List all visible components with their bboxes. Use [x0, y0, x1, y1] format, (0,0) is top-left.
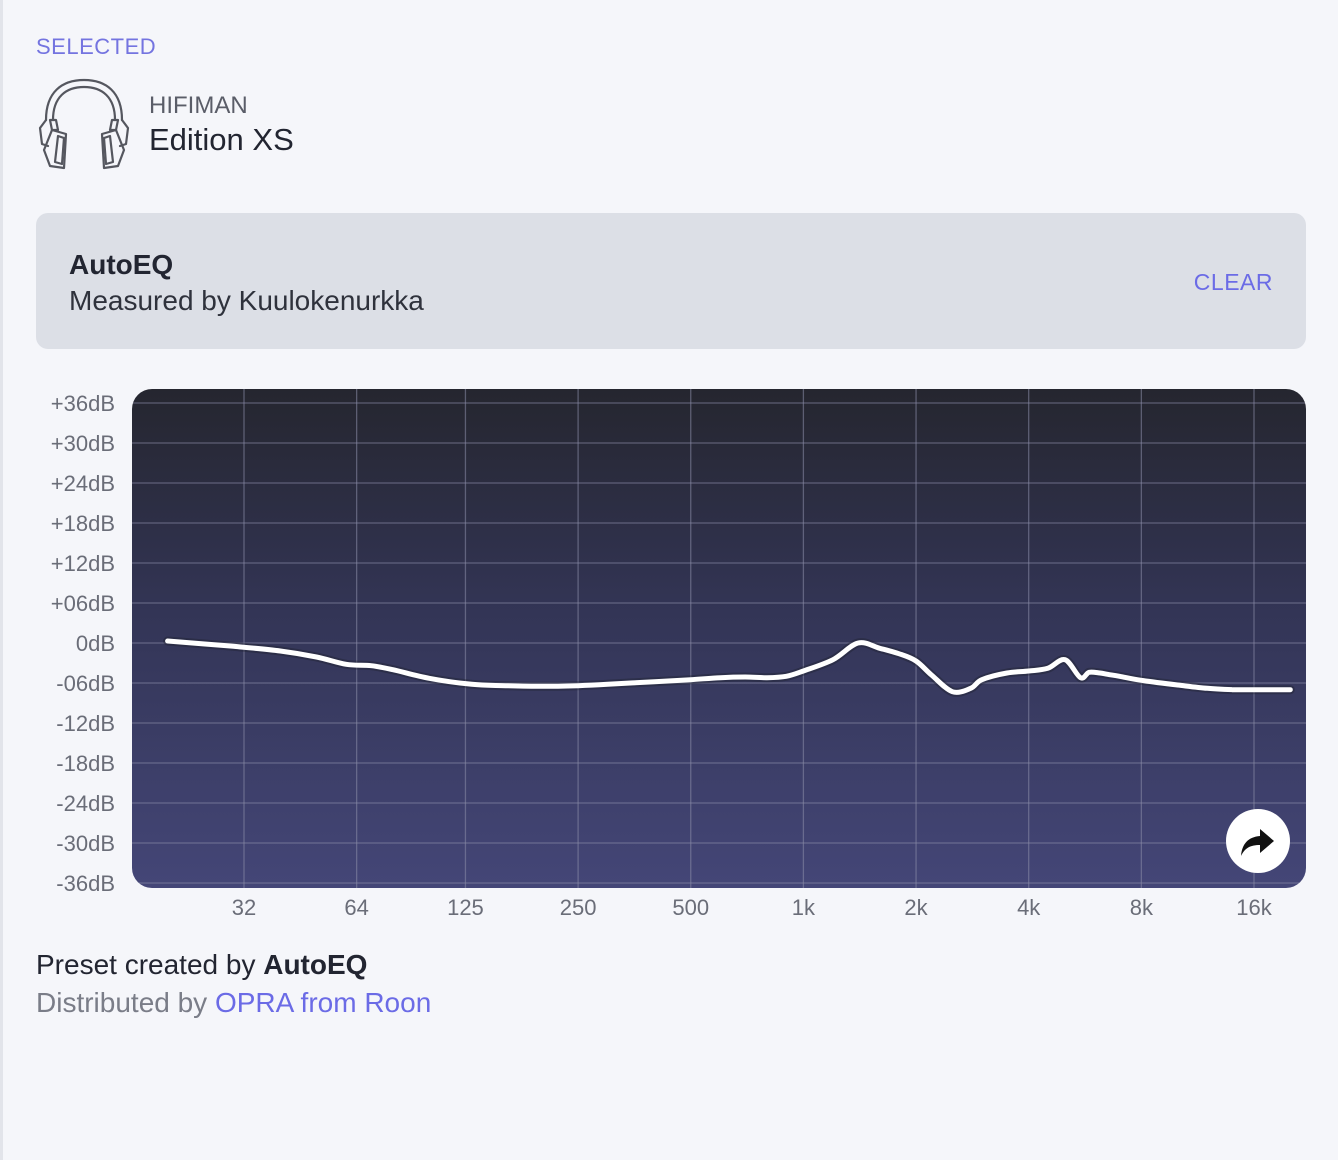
chart-plot-area: [132, 389, 1306, 888]
x-tick-label: 4k: [1017, 895, 1041, 920]
y-tick-label: -36dB: [56, 871, 115, 896]
distributed-by-line: Distributed by OPRA from Roon: [36, 984, 431, 1022]
y-tick-label: 0dB: [76, 631, 115, 656]
x-tick-label: 32: [232, 895, 256, 920]
x-tick-label: 64: [344, 895, 368, 920]
device-model: Edition XS: [149, 122, 294, 157]
x-tick-label: 2k: [904, 895, 928, 920]
device-brand: HIFIMAN: [149, 92, 248, 119]
created-by-line: Preset created by AutoEQ: [36, 946, 431, 984]
selected-device[interactable]: HIFIMAN Edition XS: [36, 74, 636, 174]
opra-link[interactable]: OPRA from Roon: [214, 987, 432, 1018]
eq-curve: [165, 638, 1293, 695]
clear-button[interactable]: CLEAR: [1193, 269, 1273, 295]
preset-name: AutoEQ: [69, 249, 174, 280]
panel-border: [0, 0, 3, 1160]
y-tick-label: +06dB: [51, 591, 115, 616]
y-tick-label: -18dB: [56, 751, 115, 776]
y-tick-label: +24dB: [51, 471, 115, 496]
section-label: SELECTED: [36, 34, 157, 59]
x-tick-label: 250: [560, 895, 597, 920]
preset-measured-by: Measured by Kuulokenurkka: [69, 285, 424, 316]
y-tick-label: +18dB: [51, 511, 115, 536]
x-tick-label: 8k: [1130, 895, 1154, 920]
created-by-name: AutoEQ: [263, 949, 368, 980]
y-tick-label: +36dB: [51, 391, 115, 416]
y-tick-label: -12dB: [56, 711, 115, 736]
eq-chart: +36dB +30dB +24dB +18dB +12dB +06dB 0dB -06dB -1…: [51, 389, 1306, 920]
x-tick-label: 125: [447, 895, 484, 920]
x-tick-label: 16k: [1236, 895, 1272, 920]
x-tick-label: 500: [672, 895, 709, 920]
share-button[interactable]: [1226, 809, 1290, 873]
y-tick-label: -30dB: [56, 831, 115, 856]
created-prefix: Preset created by: [36, 949, 264, 980]
y-tick-label: -06dB: [56, 671, 115, 696]
y-tick-label: +30dB: [51, 431, 115, 456]
distributed-prefix: Distributed by: [36, 987, 215, 1018]
y-tick-label: -24dB: [56, 791, 115, 816]
x-tick-label: 1k: [792, 895, 816, 920]
share-arrow-icon: [1241, 829, 1274, 856]
headphones-icon: [38, 78, 130, 170]
y-tick-label: +12dB: [51, 551, 115, 576]
preset-card: AutoEQ Measured by Kuulokenurkka CLEAR: [36, 213, 1306, 349]
footer: Preset created by AutoEQ Distributed by …: [36, 946, 431, 1022]
